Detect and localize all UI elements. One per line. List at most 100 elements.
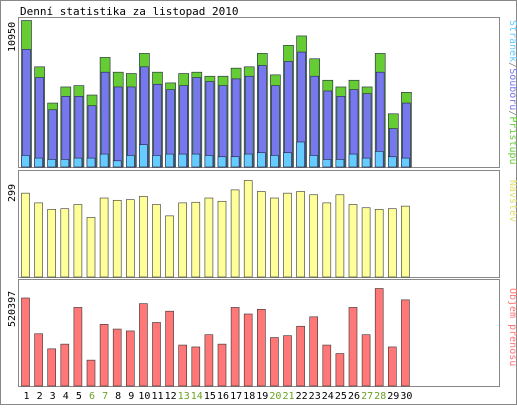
kbytes-bar [34, 333, 43, 387]
files-bar [218, 85, 228, 168]
kbytes-bar [361, 334, 371, 387]
kbytes-bar [152, 322, 161, 387]
visits-bar [86, 217, 96, 278]
legend-item-stranek: Stránek [507, 20, 517, 62]
pages-bar [309, 155, 319, 168]
y-max-label-kbytes: 520397 [7, 291, 18, 327]
visits-bar [204, 197, 214, 278]
files-bar [74, 96, 84, 168]
visits-bar [178, 202, 187, 278]
pages-bar [152, 155, 161, 168]
files-bar [257, 65, 267, 168]
pages-bar [34, 157, 43, 168]
files-bar [192, 77, 202, 168]
visits-bar [99, 197, 109, 278]
files-bar [402, 102, 411, 168]
visits-bar [165, 215, 174, 278]
files-bar [61, 96, 71, 168]
kbytes-panel: 520397 Objem přenosu [7, 279, 517, 387]
legend-kbytes: Objem přenosu [507, 288, 517, 366]
kbytes-bar [21, 297, 30, 387]
pages-bar [139, 144, 148, 168]
day-label: 10 [138, 391, 150, 402]
visits-bar [309, 194, 319, 278]
visits-bar [217, 200, 227, 278]
pages-bar [178, 153, 187, 168]
kbytes-bar [60, 343, 70, 387]
pages-bar [256, 152, 266, 168]
visits-bar [139, 196, 148, 278]
day-label: 22 [296, 391, 308, 402]
day-label: 24 [322, 391, 334, 402]
day-label: 15 [204, 391, 216, 402]
visits-bar [348, 204, 358, 278]
day-label: 17 [230, 391, 242, 402]
day-label: 25 [335, 391, 347, 402]
visits-bar [73, 204, 83, 278]
day-label: 16 [217, 391, 229, 402]
files-bar [127, 86, 136, 168]
files-bar [22, 49, 31, 168]
kbytes-bar [387, 346, 397, 387]
legend-separator: / [507, 62, 517, 68]
kbytes-bar [348, 307, 358, 387]
pages-bar [99, 153, 109, 168]
pages-bar [322, 159, 332, 168]
pages-bar [86, 157, 96, 168]
pages-bar [112, 160, 122, 168]
pages-bar [21, 155, 30, 168]
day-label: 9 [128, 391, 134, 402]
legend-item-navstev: Návštěv [507, 180, 517, 222]
visits-bar [387, 208, 397, 278]
pages-bar [73, 157, 83, 168]
pages-bar [387, 156, 397, 168]
kbytes-bar [86, 359, 96, 387]
day-label: 14 [191, 391, 203, 402]
kbytes-bar [230, 307, 240, 387]
day-label: 1 [23, 391, 29, 402]
y-max-label-visits: 299 [7, 184, 18, 202]
files-bar [323, 90, 333, 168]
pages-bar [283, 152, 292, 168]
visits-bar [296, 191, 305, 278]
day-label: 27 [361, 391, 373, 402]
day-label: 20 [269, 391, 281, 402]
pages-bar [60, 159, 70, 168]
day-label: 28 [374, 391, 386, 402]
day-label: 7 [102, 391, 108, 402]
visits-bar [401, 205, 410, 278]
day-label: 30 [400, 391, 412, 402]
visits-bar [270, 197, 279, 278]
pages-bar [401, 157, 410, 168]
visits-bar [361, 207, 371, 278]
pages-bar [296, 141, 305, 168]
files-bar [35, 77, 44, 168]
files-bar [113, 86, 123, 168]
legend-visits: Návštěv [507, 180, 517, 222]
day-axis-labels: 1 2 3 4 5 6 7 8 9 10 11 12 13 14 15 16 17 18 19 20 21 22 23 24 2… [23, 391, 412, 402]
day-label: 11 [151, 391, 163, 402]
legend-item-souboru: Souborů [507, 68, 517, 110]
kbytes-bar [204, 334, 214, 387]
pages-bar [335, 159, 345, 168]
kbytes-bar [256, 308, 266, 387]
files-bar [362, 93, 372, 168]
day-label: 19 [256, 391, 268, 402]
files-bar [48, 109, 58, 168]
visits-bar [112, 199, 122, 278]
pages-bar [348, 153, 358, 168]
legend-text: Objem přenosu [507, 288, 517, 366]
pages-bar [47, 159, 57, 168]
day-label: 3 [50, 391, 56, 402]
kbytes-bars [21, 288, 410, 387]
legend-item-objem-prenosu: Objem přenosu [507, 288, 517, 366]
day-label: 6 [89, 391, 95, 402]
kbytes-bar [335, 353, 345, 387]
day-label: 12 [165, 391, 177, 402]
files-bar [244, 75, 254, 168]
kbytes-bar [126, 330, 135, 387]
files-bar [153, 83, 162, 168]
day-label: 26 [348, 391, 360, 402]
